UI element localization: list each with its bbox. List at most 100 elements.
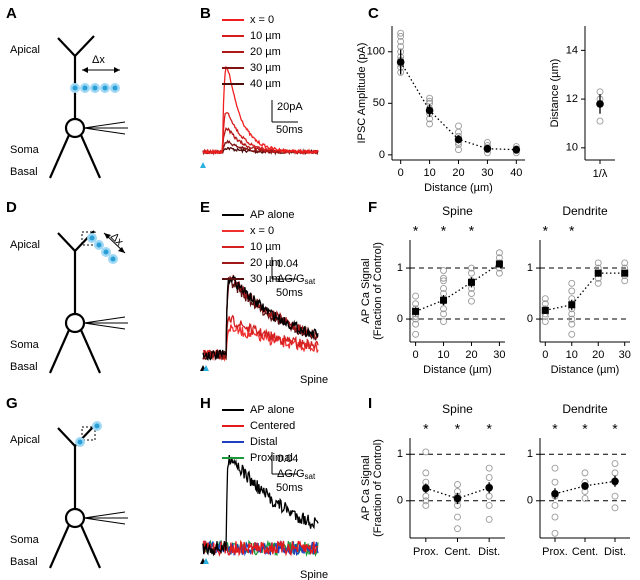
- x-tick-label: 0: [413, 349, 419, 361]
- individual-point: [568, 315, 576, 323]
- x-tick-label: 30: [619, 349, 631, 361]
- individual-point: [485, 474, 493, 481]
- panel-label: I: [368, 395, 372, 412]
- significance-mark: *: [423, 421, 429, 437]
- scale-y-unit: ΔG/Gsat: [277, 468, 316, 481]
- individual-point: [440, 274, 447, 282]
- x-tick-label: Dist.: [604, 546, 626, 558]
- panel-label: B: [200, 5, 211, 22]
- pipette: [83, 316, 126, 324]
- individual-point: [541, 300, 549, 308]
- significance-mark: *: [469, 223, 475, 239]
- unit-main: ΔG/G: [277, 468, 305, 480]
- individual-point: [485, 515, 493, 523]
- dendrite: [48, 329, 71, 374]
- dendrite: [74, 35, 95, 57]
- basal-label: Basal: [10, 166, 38, 178]
- dendrite: [79, 134, 102, 179]
- individual-point: [485, 492, 493, 500]
- uncaging-spot: [96, 242, 102, 248]
- delta-label: Δx: [108, 231, 126, 249]
- individual-point: [495, 249, 503, 257]
- individual-point: [611, 460, 619, 468]
- y-tick-label: 0: [397, 495, 403, 507]
- individual-point: [412, 315, 420, 323]
- individual-point: [568, 279, 576, 287]
- scale-x-label: 50ms: [276, 482, 303, 494]
- individual-point: [468, 290, 475, 297]
- trace-region-label: Spine: [300, 374, 328, 386]
- panel-label: H: [200, 395, 211, 412]
- trace: [202, 454, 319, 557]
- scale-y-unit: ΔG/Gsat: [277, 273, 316, 286]
- uncaging-spot: [77, 439, 83, 445]
- individual-point: [455, 122, 462, 130]
- significance-mark: *: [455, 421, 461, 437]
- individual-point: [422, 501, 430, 509]
- legend-label: 30 µm: [250, 273, 281, 285]
- panel-label: F: [368, 199, 377, 216]
- y-tick-label: 0: [527, 313, 533, 325]
- uncaging-spot: [82, 85, 88, 91]
- individual-point: [568, 320, 576, 328]
- individual-point: [568, 330, 576, 338]
- panel-label: G: [6, 395, 18, 412]
- scale-x-label: 50ms: [276, 124, 303, 136]
- mean-marker: [396, 58, 405, 66]
- basal-label: Basal: [10, 556, 38, 568]
- apical-label: Apical: [10, 44, 40, 56]
- trace: [202, 275, 319, 361]
- individual-point: [412, 292, 420, 300]
- individual-point: [440, 310, 447, 318]
- individual-point: [397, 29, 405, 37]
- legend-label: 40 µm: [250, 78, 281, 90]
- x-tick-label: Dist.: [478, 546, 500, 558]
- legend-label: 20 µm: [250, 46, 281, 58]
- individual-point: [454, 513, 461, 521]
- legend-label: Centered: [250, 420, 295, 432]
- y-tick-label: 10: [566, 142, 578, 154]
- individual-point: [485, 464, 493, 472]
- individual-point: [621, 259, 629, 267]
- significance-mark: *: [413, 223, 419, 239]
- soma: [64, 507, 86, 529]
- individual-point: [541, 295, 549, 303]
- significance-mark: *: [543, 223, 549, 239]
- y-tick-label: 1: [397, 262, 403, 274]
- individual-point: [468, 264, 475, 272]
- y-tick-label: 0: [379, 149, 385, 161]
- y-axis-label: AP Ca Signal: [360, 455, 372, 520]
- individual-point: [485, 501, 493, 509]
- zoom-box: [81, 426, 96, 441]
- x-tick-label: 10: [423, 167, 435, 179]
- unit-sub: sat: [305, 472, 316, 481]
- individual-point: [422, 497, 430, 505]
- mean-line: [415, 263, 500, 313]
- x-tick-label: 10: [437, 349, 449, 361]
- trace-region-label: Spine: [300, 569, 328, 580]
- panel-label: E: [200, 199, 210, 216]
- mean-marker: [611, 477, 619, 486]
- scale-y-label: 20pA: [277, 101, 303, 113]
- pipette: [83, 121, 126, 129]
- legend-label: 10 µm: [250, 241, 281, 253]
- y-axis-label: AP Ca Signal: [360, 258, 372, 323]
- chart-title: Dendrite: [562, 204, 608, 218]
- individual-point: [468, 269, 475, 277]
- individual-point: [551, 478, 559, 486]
- individual-point: [594, 279, 602, 287]
- individual-point: [611, 492, 619, 500]
- individual-point: [551, 529, 559, 537]
- pipette: [83, 322, 126, 330]
- individual-point: [568, 310, 576, 318]
- mean-marker: [453, 494, 462, 503]
- x-tick-label: 30: [493, 349, 505, 361]
- individual-point: [397, 38, 405, 45]
- legend-label: x = 0: [250, 14, 274, 26]
- individual-point: [426, 94, 434, 102]
- individual-point: [596, 117, 604, 125]
- x-axis-label: Distance (µm): [424, 182, 493, 194]
- significance-mark: *: [441, 223, 447, 239]
- soma-label: Soma: [10, 534, 40, 546]
